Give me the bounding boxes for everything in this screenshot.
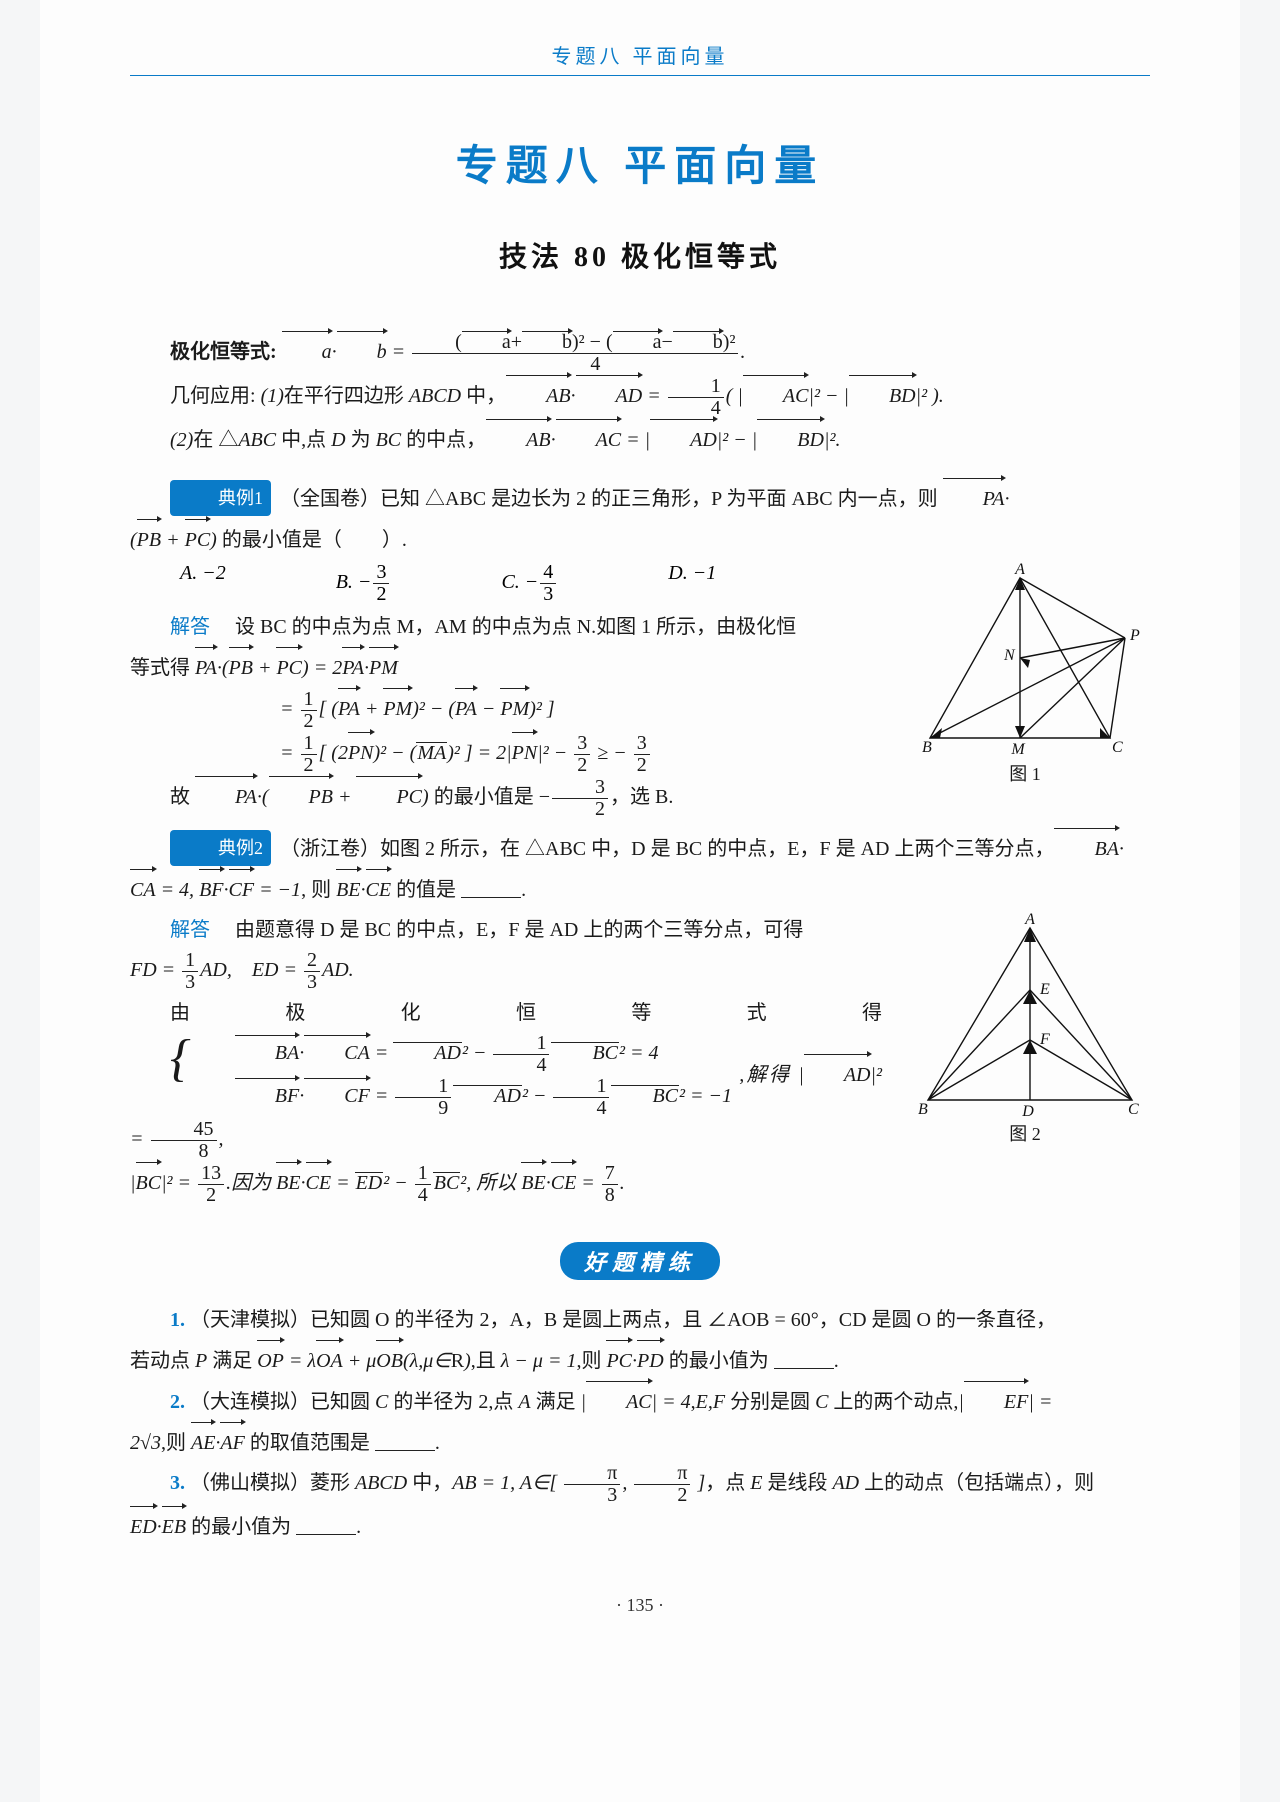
page: 专题八 平面向量 专题八 平面向量 技法 80 极化恒等式 极化恒等式: a·b… — [40, 0, 1240, 1802]
running-head: 专题八 平面向量 — [130, 40, 1150, 76]
geom-label: 几何应用: — [170, 385, 256, 407]
blank-ex2 — [461, 878, 521, 898]
p3-num: 3. — [170, 1472, 185, 1494]
p1-num: 1. — [170, 1309, 185, 1331]
example-tag-1: 典例1 — [170, 480, 271, 516]
example-1: 典例1 （全国卷）已知 △ABC 是边长为 2 的正三角形，P 为平面 ABC … — [130, 478, 1150, 560]
svg-text:B: B — [918, 1101, 928, 1118]
blank-p2 — [375, 1431, 435, 1451]
identity-label: 极化恒等式: — [170, 341, 277, 363]
svg-text:B: B — [922, 739, 932, 756]
p2-num: 2. — [170, 1391, 185, 1413]
option-d: D. −1 — [668, 562, 716, 605]
option-b: B. −32 — [336, 562, 392, 605]
practice-heading: 好题精练 — [130, 1242, 1150, 1280]
problem-3: 3. （佛山模拟）菱形 ABCD 中，AB = 1, A∈[ π3, π2 ]，… — [130, 1463, 1150, 1547]
ex2-prompt-a: （浙江卷）如图 2 所示，在 △ABC 中，D 是 BC 的中点，E，F 是 A… — [280, 838, 1054, 860]
svg-text:C: C — [1112, 739, 1123, 756]
svg-text:E: E — [1039, 981, 1050, 998]
ex1-options: A. −2 B. −32 C. −43 D. −1 — [130, 562, 882, 605]
option-a: A. −2 — [180, 562, 226, 605]
problem-2: 2. （大连模拟）已知圆 C 的半径为 2,点 A 满足 |AC| = 4,E,… — [130, 1381, 1150, 1463]
svg-text:A: A — [1024, 911, 1035, 928]
svg-text:N: N — [1003, 647, 1016, 664]
svg-text:D: D — [1021, 1103, 1034, 1120]
ex1-ans-1: 设 BC 的中点为点 M，AM 的中点为点 N.如图 1 所示，由极化恒 — [235, 616, 796, 638]
figure-2: A B C D E F 图 2 — [900, 910, 1150, 1146]
svg-text:C: C — [1128, 1101, 1139, 1118]
example-tag-2: 典例2 — [170, 830, 271, 866]
problem-1: 1. （天津模拟）已知圆 O 的半径为 2，A，B 是圆上两点，且 ∠AOB =… — [130, 1300, 1150, 1381]
answer-label-2: 解答 — [170, 919, 210, 941]
chapter-title: 专题八 平面向量 — [130, 132, 1150, 193]
figure-1: A B C M N P 图 1 — [900, 560, 1150, 786]
option-c: C. −43 — [501, 562, 558, 605]
answer-label-1: 解答 — [170, 616, 210, 638]
figure-1-caption: 图 1 — [900, 760, 1150, 786]
intro-block: 极化恒等式: a·b = (a+b)² − (a−b)²4. 几何应用: (1)… — [130, 331, 1150, 460]
svg-text:M: M — [1010, 741, 1026, 758]
svg-text:A: A — [1014, 561, 1025, 578]
blank-p1 — [774, 1349, 834, 1369]
ex1-prompt-a: （全国卷）已知 △ABC 是边长为 2 的正三角形，P 为平面 ABC 内一点，… — [280, 488, 943, 510]
example-2: 典例2 （浙江卷）如图 2 所示，在 △ABC 中，D 是 BC 的中点，E，F… — [130, 828, 1150, 910]
section-title: 技法 80 极化恒等式 — [130, 235, 1150, 275]
blank-p3 — [296, 1515, 356, 1535]
svg-text:F: F — [1039, 1031, 1050, 1048]
figure-2-caption: 图 2 — [900, 1120, 1150, 1146]
page-number: · 135 · — [130, 1595, 1150, 1616]
svg-text:P: P — [1129, 627, 1140, 644]
